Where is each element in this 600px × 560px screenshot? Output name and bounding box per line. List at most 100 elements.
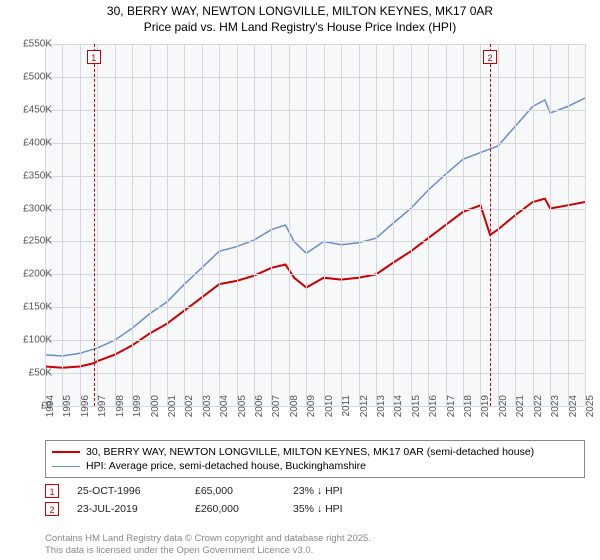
legend-label: 30, BERRY WAY, NEWTON LONGVILLE, MILTON …	[86, 446, 534, 458]
chart-title: 30, BERRY WAY, NEWTON LONGVILLE, MILTON …	[0, 0, 600, 35]
y-axis-label: £150K	[8, 302, 52, 313]
y-axis-label: £400K	[8, 137, 52, 148]
x-axis-label: 2007	[271, 395, 282, 425]
transaction-delta: 23% ↓ HPI	[293, 485, 393, 497]
gridline-v	[115, 44, 116, 406]
series-price_paid	[45, 199, 585, 368]
x-axis-label: 2010	[324, 395, 335, 425]
gridline-h	[45, 209, 585, 210]
gridline-v	[515, 44, 516, 406]
gridline-v	[271, 44, 272, 406]
x-axis-label: 2022	[533, 395, 544, 425]
legend-swatch	[52, 451, 80, 453]
plot-area: 12	[45, 44, 585, 406]
transaction-marker: 2	[45, 502, 59, 516]
gridline-v	[533, 44, 534, 406]
x-axis-label: 2019	[480, 395, 491, 425]
gridline-v	[463, 44, 464, 406]
legend-row: HPI: Average price, semi-detached house,…	[52, 459, 578, 473]
gridline-v	[150, 44, 151, 406]
gridline-h	[45, 373, 585, 374]
x-axis-label: 2003	[202, 395, 213, 425]
title-line2: Price paid vs. HM Land Registry's House …	[0, 20, 600, 36]
gridline-v	[202, 44, 203, 406]
transaction-marker: 1	[45, 484, 59, 498]
transaction-price: £65,000	[195, 485, 275, 497]
gridline-v	[132, 44, 133, 406]
y-axis-label: £450K	[8, 104, 52, 115]
x-axis-label: 2015	[411, 395, 422, 425]
gridline-h	[45, 44, 585, 45]
gridline-v	[498, 44, 499, 406]
gridline-v	[393, 44, 394, 406]
gridline-v	[254, 44, 255, 406]
gridline-v	[219, 44, 220, 406]
gridline-v	[550, 44, 551, 406]
gridline-v	[237, 44, 238, 406]
y-axis-label: £350K	[8, 170, 52, 181]
x-axis-label: 2009	[306, 395, 317, 425]
y-axis-label: £50K	[8, 368, 52, 379]
gridline-v	[585, 44, 586, 406]
gridline-h	[45, 274, 585, 275]
gridline-h	[45, 143, 585, 144]
gridline-v	[45, 44, 46, 406]
transaction-date: 23-JUL-2019	[77, 503, 177, 515]
x-axis-label: 2008	[289, 395, 300, 425]
gridline-v	[167, 44, 168, 406]
x-axis-label: 2014	[393, 395, 404, 425]
transaction-date: 25-OCT-1996	[77, 485, 177, 497]
y-axis-label: £100K	[8, 335, 52, 346]
gridline-v	[62, 44, 63, 406]
legend-row: 30, BERRY WAY, NEWTON LONGVILLE, MILTON …	[52, 445, 578, 459]
gridline-h	[45, 110, 585, 111]
chart-container: 30, BERRY WAY, NEWTON LONGVILLE, MILTON …	[0, 0, 600, 560]
attribution-line2: This data is licensed under the Open Gov…	[45, 545, 371, 556]
x-axis-label: 2002	[184, 395, 195, 425]
transaction-delta: 35% ↓ HPI	[293, 503, 393, 515]
legend: 30, BERRY WAY, NEWTON LONGVILLE, MILTON …	[45, 440, 585, 478]
x-axis-label: 2024	[568, 395, 579, 425]
x-axis-label: 2020	[498, 395, 509, 425]
gridline-v	[184, 44, 185, 406]
x-axis-label: 2000	[150, 395, 161, 425]
gridline-h	[45, 241, 585, 242]
x-axis-label: 2021	[515, 395, 526, 425]
x-axis-label: 2006	[254, 395, 265, 425]
x-axis-label: 1998	[115, 395, 126, 425]
x-axis-label: 2001	[167, 395, 178, 425]
x-axis-label: 2005	[237, 395, 248, 425]
x-axis-label: 2018	[463, 395, 474, 425]
gridline-v	[359, 44, 360, 406]
legend-label: HPI: Average price, semi-detached house,…	[86, 460, 366, 472]
gridline-v	[324, 44, 325, 406]
transaction-price: £260,000	[195, 503, 275, 515]
transaction-table: 1 25-OCT-1996 £65,000 23% ↓ HPI 2 23-JUL-2019…	[45, 484, 393, 520]
transaction-row: 1 25-OCT-1996 £65,000 23% ↓ HPI	[45, 484, 393, 498]
gridline-v	[341, 44, 342, 406]
gridline-v	[480, 44, 481, 406]
y-axis-label: £500K	[8, 71, 52, 82]
attribution-line1: Contains HM Land Registry data © Crown c…	[45, 533, 371, 544]
x-axis-label: 2004	[219, 395, 230, 425]
x-axis-label: 2016	[428, 395, 439, 425]
event-line	[490, 44, 491, 406]
x-axis-label: 2012	[359, 395, 370, 425]
gridline-v	[80, 44, 81, 406]
x-axis-label: 2025	[585, 395, 596, 425]
x-axis-label: 2013	[376, 395, 387, 425]
gridline-v	[446, 44, 447, 406]
y-axis-label: £250K	[8, 236, 52, 247]
x-axis-label: 2023	[550, 395, 561, 425]
x-axis-label: 1994	[45, 395, 56, 425]
gridline-v	[568, 44, 569, 406]
x-axis-label: 1997	[97, 395, 108, 425]
gridline-h	[45, 340, 585, 341]
attribution: Contains HM Land Registry data © Crown c…	[45, 533, 371, 556]
y-axis-label: £200K	[8, 269, 52, 280]
gridline-v	[97, 44, 98, 406]
gridline-v	[411, 44, 412, 406]
x-axis-label: 1995	[62, 395, 73, 425]
y-axis-label: £300K	[8, 203, 52, 214]
x-axis-label: 2011	[341, 395, 352, 425]
